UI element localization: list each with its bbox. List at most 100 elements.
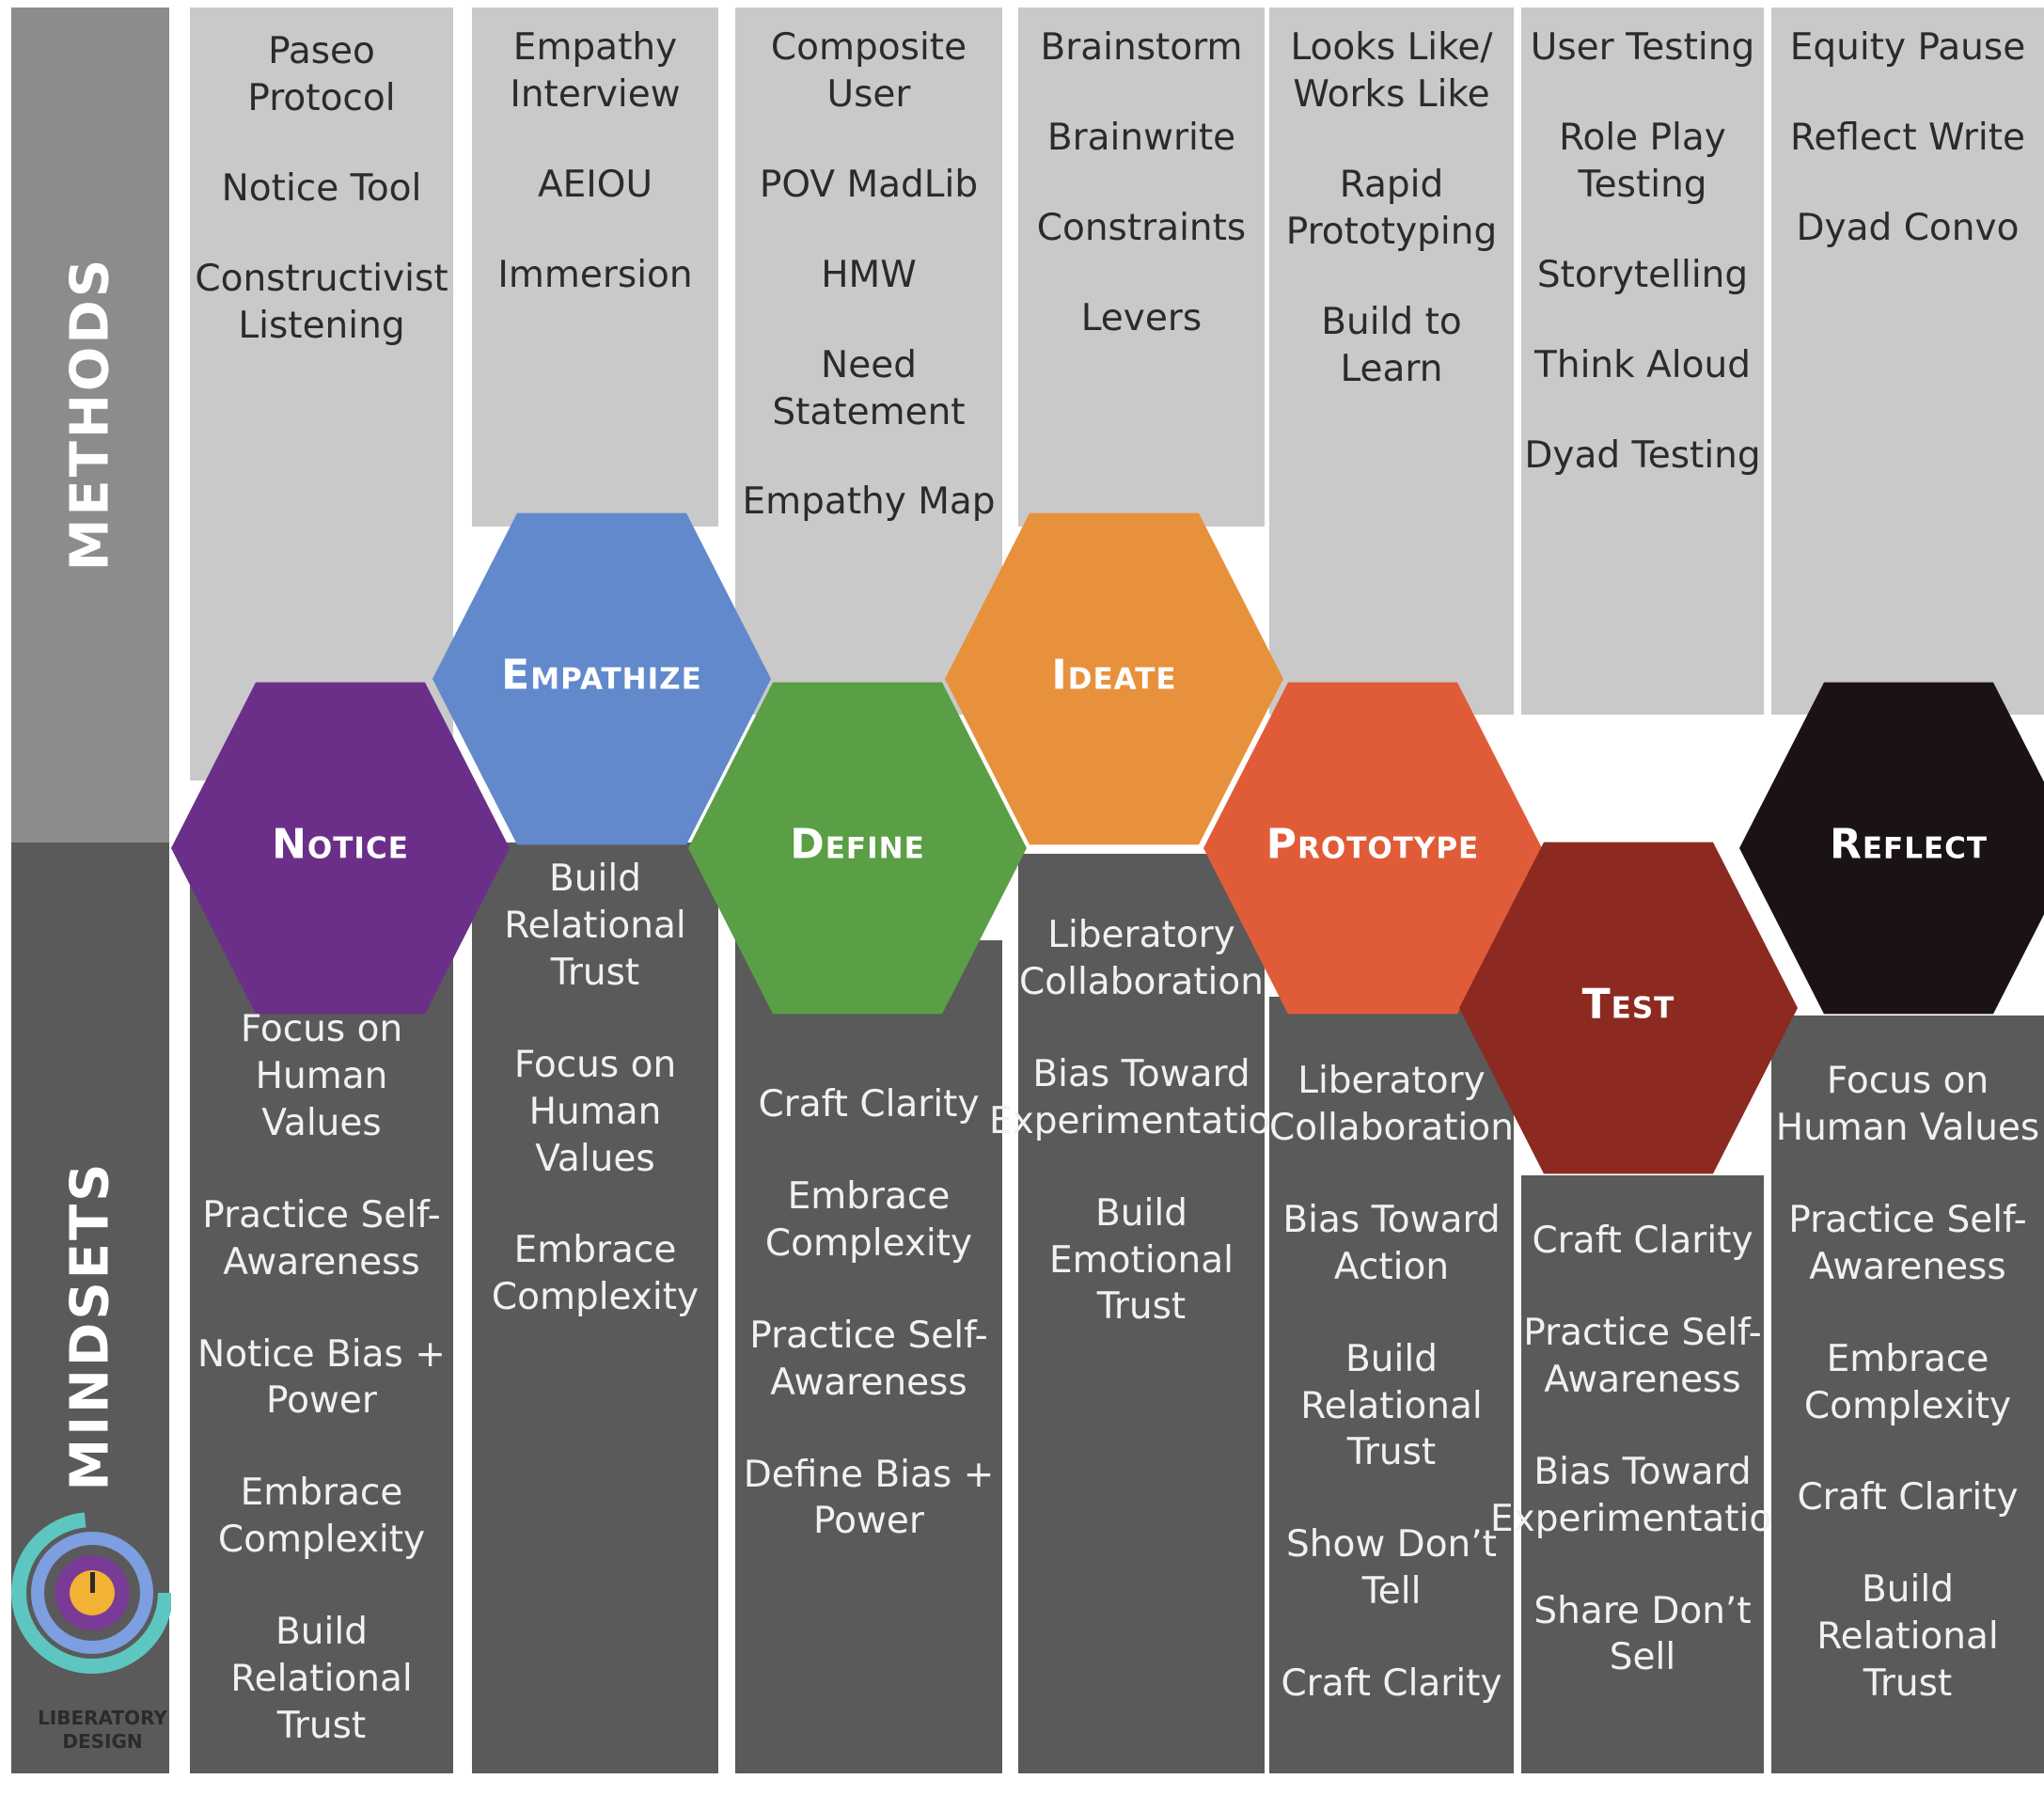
mindset-item: Build Emotional Trust	[1049, 1191, 1234, 1329]
mindsets-column-reflect	[1771, 1016, 2044, 1773]
method-item: Think Aloud	[1534, 343, 1751, 386]
stage-label-reflect: Reflect	[1829, 820, 1989, 869]
mindset-item: Define Bias + Power	[743, 1453, 995, 1543]
mindset-item: Build Relational Trust	[230, 1611, 413, 1747]
mindsets-column-ideate	[1018, 854, 1265, 1773]
mindset-item: Build Relational Trust	[1816, 1568, 1999, 1706]
logo-text-line1: LIBERATORY	[38, 1707, 167, 1729]
mindset-item: Craft Clarity	[1532, 1220, 1753, 1262]
method-item: Dyad Testing	[1524, 433, 1761, 477]
hexagon-ideate	[945, 512, 1283, 845]
method-item: Storytelling	[1536, 253, 1749, 296]
hexagon-define	[688, 682, 1027, 1015]
mindset-item: Embrace Complexity	[1803, 1337, 2012, 1427]
method-item: User Testing	[1530, 26, 1755, 69]
mindset-item: Practice Self-Awareness	[749, 1314, 988, 1404]
method-item: Empathy Map	[742, 480, 996, 524]
method-item: Empathy Interview	[510, 26, 681, 116]
liberatory-design-logo: LIBERATORY DESIGN	[11, 1503, 171, 1766]
mindset-item: Notice Bias + Power	[197, 1332, 446, 1423]
methods-column-empathize	[472, 8, 718, 527]
mindset-item: Embrace Complexity	[491, 1229, 700, 1319]
methods-list-notice: Paseo Protocol Notice Tool Constructivist …	[190, 28, 453, 393]
mindsets-list-define: Craft Clarity Embrace Complexity Practice …	[735, 1081, 1002, 1590]
mindset-item: Show Don’t Tell	[1286, 1523, 1497, 1614]
method-item: AEIOU	[537, 163, 653, 206]
hexagon-reflect	[1739, 682, 2044, 1015]
mindset-item: Embrace Complexity	[764, 1174, 973, 1265]
methods-column-test	[1521, 8, 1764, 715]
mindset-item: Liberatory Collaboration	[1269, 1060, 1514, 1149]
method-item: HMW	[821, 253, 917, 296]
method-item: POV MadLib	[759, 163, 979, 206]
method-item: Composite User	[770, 26, 967, 116]
mindsets-list-empathize: Build Relational Trust Focus on Human Val…	[472, 856, 718, 1366]
hexagon-test	[1459, 842, 1798, 1174]
logo-icon	[11, 1512, 171, 1674]
method-item: Dyad Convo	[1796, 206, 2020, 249]
method-item: Looks Like/ Works Like	[1290, 26, 1493, 116]
mindset-item: Bias Toward Experimentation	[1490, 1450, 1795, 1540]
mindsets-list-prototype: Liberatory Collaboration Bias Toward Acti…	[1269, 1058, 1514, 1753]
method-item: Constructivist Listening	[195, 257, 448, 347]
method-item: Brainwrite	[1046, 116, 1236, 159]
mindsets-list-notice: Focus on Human Values Practice Self-Aware…	[190, 1006, 453, 1795]
mindset-item: Craft Clarity	[1797, 1476, 2019, 1519]
mindset-item: Focus on Human Values	[513, 1043, 677, 1180]
method-item: Levers	[1080, 296, 1203, 339]
mindset-item: Bias Toward Action	[1282, 1198, 1501, 1288]
hexagon-notice	[171, 682, 510, 1015]
stage-label-notice: Notice	[272, 820, 409, 869]
method-item: Brainstorm	[1040, 26, 1243, 69]
mindset-item: Liberatory Collaboration	[1019, 914, 1264, 1003]
methods-list-prototype: Looks Like/ Works Like Rapid Prototyping B…	[1269, 24, 1514, 435]
mindset-item: Focus on Human Values	[1775, 1060, 2040, 1149]
mindset-item: Build Relational Trust	[1300, 1337, 1483, 1474]
methods-column-prototype	[1269, 8, 1514, 715]
method-item: Build to Learn	[1321, 300, 1462, 390]
mindset-item: Practice Self-Awareness	[1788, 1198, 2027, 1288]
method-item: Equity Pause	[1789, 26, 2026, 69]
methods-column-define	[735, 8, 1002, 715]
hexagon-empathize	[432, 512, 771, 845]
methods-column-notice	[190, 8, 453, 780]
method-item: Immersion	[497, 253, 693, 296]
mindsets-list-test: Craft Clarity Practice Self-Awareness Bias…	[1490, 1218, 1795, 1726]
method-item: Rapid Prototyping	[1285, 163, 1498, 253]
method-item: Paseo Protocol	[247, 30, 396, 119]
stage-label-define: Define	[790, 820, 925, 869]
hexagon-prototype	[1203, 682, 1542, 1015]
mindset-item: Craft Clarity	[758, 1083, 980, 1126]
methods-band	[11, 8, 169, 842]
stage-label-test: Test	[1581, 980, 1675, 1029]
mindsets-column-empathize	[472, 842, 718, 1773]
mindset-item: Practice Self-Awareness	[1523, 1311, 1762, 1401]
methods-list-ideate: Brainstorm Brainwrite Constraints Levers	[1018, 24, 1265, 386]
method-item: Reflect Write	[1790, 116, 2025, 159]
methods-list-empathize: Empathy Interview AEIOU Immersion	[472, 24, 718, 342]
logo-text-line2: DESIGN	[62, 1730, 143, 1753]
mindset-item: Focus on Human Values	[240, 1008, 403, 1144]
methods-list-define: Composite User POV MadLib HMW Need Statemen…	[735, 24, 1002, 569]
method-item: Role Play Testing	[1559, 116, 1726, 206]
method-item: Need Statement	[772, 343, 966, 433]
methods-column-reflect	[1771, 8, 2044, 715]
mindsets-list-reflect: Focus on Human Values Practice Self-Aware…	[1771, 1058, 2044, 1753]
mindsets-list-ideate: Liberatory Collaboration Bias Toward Expe…	[989, 912, 1294, 1376]
mindset-item: Build Relational Trust	[504, 858, 686, 994]
stage-label-ideate: Ideate	[1051, 651, 1177, 700]
methods-list-test: User Testing Role Play Testing Storytellin…	[1521, 24, 1764, 522]
methods-column-ideate	[1018, 8, 1265, 527]
method-item: Constraints	[1036, 206, 1247, 249]
mindsets-column-define	[735, 940, 1002, 1773]
mindset-item: Practice Self-Awareness	[202, 1193, 441, 1283]
mindsets-column-test	[1521, 1175, 1764, 1773]
mindset-item: Craft Clarity	[1281, 1662, 1502, 1706]
mindset-item: Share Don’t Sell	[1533, 1589, 1752, 1679]
mindset-item: Bias Toward Experimentation	[989, 1052, 1294, 1142]
stage-label-empathize: Empathize	[501, 651, 702, 700]
stage-label-prototype: Prototype	[1266, 820, 1480, 869]
methods-list-reflect: Equity Pause Reflect Write Dyad Convo	[1771, 24, 2044, 295]
